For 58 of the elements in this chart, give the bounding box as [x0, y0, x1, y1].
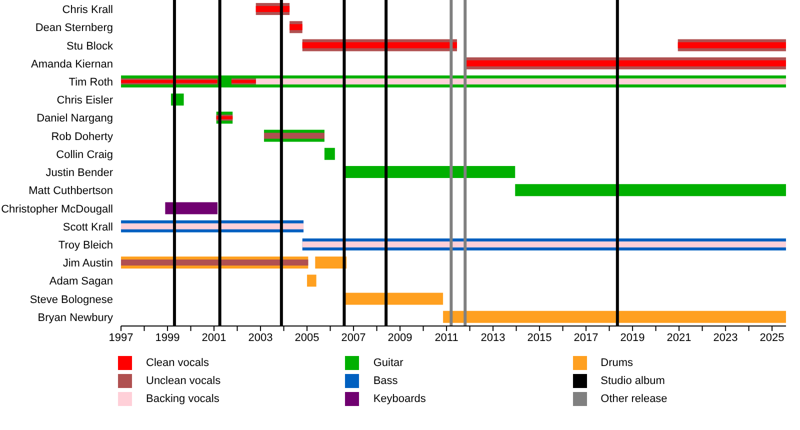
bar: [256, 6, 290, 12]
x-tick-label: 2023: [713, 332, 738, 344]
y-tick-label: Tim Roth: [68, 76, 113, 88]
bar: [678, 42, 786, 48]
x-tick-label: 1997: [108, 332, 134, 344]
y-tick-label: Dean Sternberg: [35, 22, 113, 34]
x-tick-label: 2005: [294, 332, 320, 344]
legend-label: Backing vocals: [146, 393, 220, 405]
x-tick-label: 2021: [666, 332, 692, 344]
x-tick-label: 2011: [434, 332, 458, 344]
y-tick-label: Christopher McDougall: [1, 203, 113, 216]
x-tick-label: 2001: [202, 332, 226, 344]
bar: [302, 42, 457, 48]
bar: [465, 60, 786, 66]
legend-label: Clean vocals: [146, 357, 209, 369]
x-tick-label: 2019: [620, 332, 645, 344]
x-tick-label: 2015: [527, 332, 552, 344]
y-tick-label: Rob Doherty: [51, 130, 114, 143]
bar: [345, 292, 444, 305]
x-tick-label: 2009: [388, 332, 412, 344]
y-tick-label: Jim Austin: [62, 258, 113, 270]
y-tick-label: Matt Cuthbertson: [28, 185, 113, 198]
y-tick-label: Collin Craig: [56, 148, 113, 161]
x-tick-label: 1999: [155, 332, 180, 344]
y-tick-label: Justin Bender: [46, 167, 114, 180]
x-tick-label: 2017: [574, 332, 598, 344]
legend-label: Keyboards: [373, 393, 426, 405]
y-tick-label: Bryan Newbury: [38, 312, 114, 324]
x-tick-label: 2003: [248, 332, 273, 344]
y-tick-label: Daniel Nargang: [36, 112, 113, 125]
bar: [121, 223, 304, 230]
legend-label: Unclean vocals: [146, 375, 221, 387]
bar: [290, 24, 302, 30]
bar: [307, 274, 316, 287]
y-tick-label: Scott Krall: [62, 221, 113, 234]
bar: [315, 256, 347, 269]
bar: [256, 78, 786, 84]
legend-label: Guitar: [373, 357, 404, 369]
x-tick-label: 2013: [480, 332, 506, 344]
y-tick-label: Steve Bolognese: [30, 294, 113, 306]
legend-label: Other release: [600, 393, 668, 405]
y-tick-label: Amanda Kiernan: [31, 58, 113, 70]
y-tick-label: Chris Krall: [62, 4, 113, 16]
bar: [515, 184, 786, 196]
bar: [345, 166, 516, 178]
legend-label: Studio album: [600, 375, 665, 387]
y-tick-label: Troy Bleich: [58, 240, 113, 252]
x-tick-label: 2007: [341, 332, 366, 344]
legend-label: Drums: [600, 357, 634, 369]
y-tick-label: Stu Block: [66, 40, 114, 52]
bar: [302, 241, 786, 248]
legend-label: Bass: [373, 375, 398, 387]
y-tick-label: Chris Eisler: [56, 94, 114, 107]
y-tick-label: Adam Sagan: [49, 276, 113, 288]
bar: [443, 310, 786, 323]
bar: [165, 202, 218, 214]
x-tick-label: 2025: [760, 332, 784, 344]
bar: [324, 148, 335, 160]
